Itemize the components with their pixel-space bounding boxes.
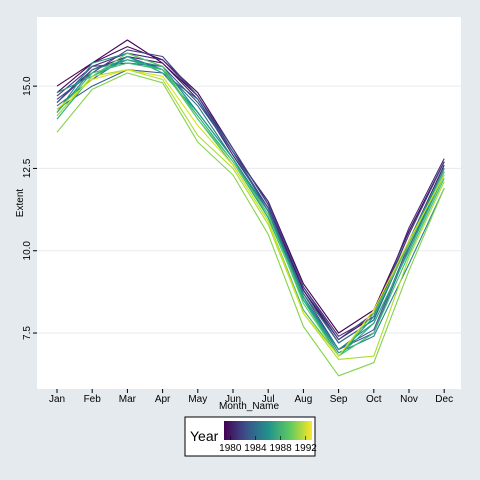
y-tick-label: 7.5 bbox=[22, 326, 33, 340]
series-line bbox=[56, 72, 445, 377]
series-line bbox=[56, 62, 445, 351]
x-tick-label: Apr bbox=[155, 394, 171, 405]
series-line bbox=[56, 52, 445, 357]
grid-layer bbox=[37, 85, 461, 334]
series-line bbox=[56, 55, 445, 357]
legend-colorbar bbox=[224, 421, 312, 440]
x-axis-title: Month_Name bbox=[219, 401, 279, 412]
legend-label: 1988 bbox=[269, 443, 292, 454]
x-tick-label: May bbox=[188, 394, 207, 405]
y-axis-title: Extent bbox=[15, 189, 26, 218]
series-line bbox=[56, 49, 445, 341]
x-tick-label: Jul bbox=[262, 394, 275, 405]
legend-title: Year bbox=[190, 428, 219, 444]
x-tick-label: Dec bbox=[435, 394, 453, 405]
y-tick-label: 12.5 bbox=[22, 158, 33, 178]
x-tick-label: Mar bbox=[119, 394, 137, 405]
legend-labels: 1980 1984 1988 1992 bbox=[219, 436, 317, 454]
y-tick-label: 10.0 bbox=[22, 241, 33, 261]
y-tick-label: 15.0 bbox=[22, 76, 33, 96]
legend-label: 1980 bbox=[219, 443, 242, 454]
tick-layer: 7.5 10.0 12.5 15.0 Jan Feb Mar Apr May Jun Jul Aug S… bbox=[22, 76, 453, 405]
series-layer bbox=[56, 39, 445, 377]
legend-label: 1992 bbox=[295, 443, 318, 454]
x-tick-label: Feb bbox=[84, 394, 102, 405]
x-tick-label: Jun bbox=[225, 394, 241, 405]
x-tick-label: Jan bbox=[49, 394, 65, 405]
series-line bbox=[56, 69, 445, 357]
series-line bbox=[56, 59, 445, 354]
x-tick-label: Nov bbox=[400, 394, 418, 405]
legend: Year 1980 1984 1988 1992 bbox=[184, 416, 317, 457]
x-tick-label: Aug bbox=[295, 394, 313, 405]
x-tick-label: Sep bbox=[330, 394, 348, 405]
legend-label: 1984 bbox=[244, 443, 267, 454]
x-tick-label: Oct bbox=[366, 394, 382, 405]
series-line bbox=[56, 59, 445, 357]
